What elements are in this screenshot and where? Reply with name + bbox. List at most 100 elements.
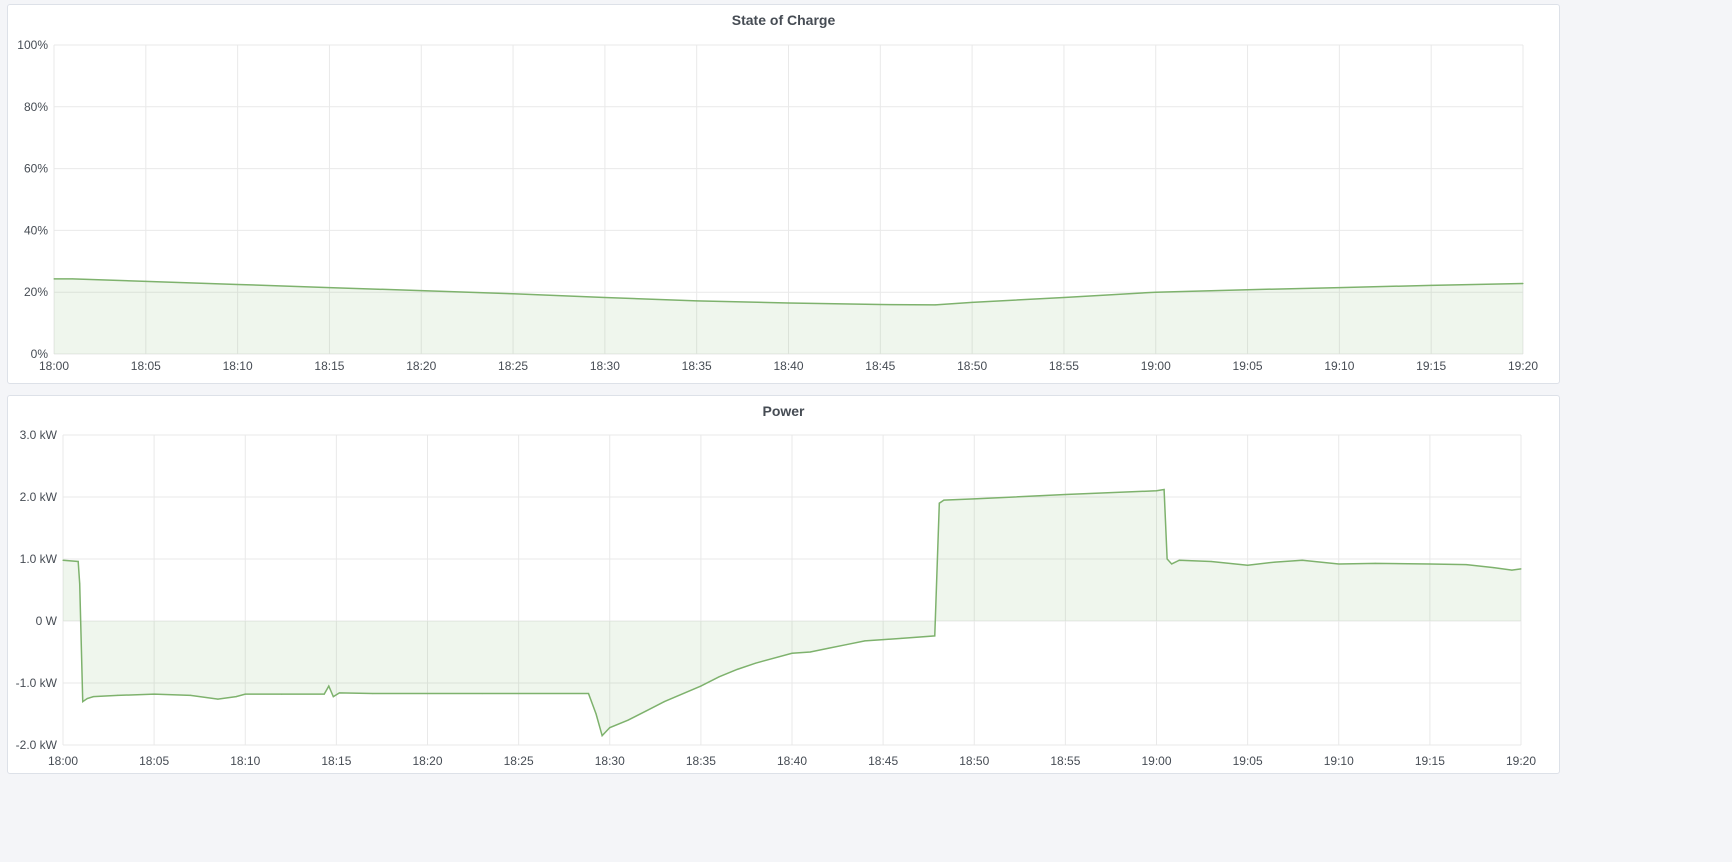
- data-point: [900, 637, 902, 639]
- series-line: [62, 488, 1522, 738]
- data-point: [426, 692, 429, 695]
- data-point: [512, 293, 514, 295]
- y-tick-label: 3.0 kW: [20, 428, 58, 442]
- data-point: [696, 300, 698, 302]
- data-point: [1338, 286, 1340, 289]
- data-point: [77, 560, 79, 563]
- power-panel-title: Power: [762, 403, 805, 419]
- data-point: [754, 662, 757, 664]
- data-point: [1064, 493, 1066, 496]
- x-tick-label: 18:35: [686, 754, 716, 768]
- data-point: [595, 713, 597, 715]
- data-point: [1301, 559, 1303, 561]
- data-point: [1063, 296, 1065, 299]
- x-tick-label: 18:20: [412, 754, 442, 768]
- x-tick-label: 19:10: [1324, 359, 1354, 373]
- x-tick-label: 18:30: [590, 359, 620, 373]
- data-point: [1520, 568, 1522, 570]
- y-tick-label: 20%: [24, 285, 48, 299]
- data-point: [189, 694, 192, 697]
- data-point: [481, 692, 483, 695]
- data-point: [1511, 569, 1513, 571]
- power-panel: Power: [7, 395, 1560, 774]
- data-point: [235, 696, 237, 698]
- data-point: [1429, 563, 1431, 565]
- data-point: [938, 502, 940, 504]
- x-tick-label: 19:00: [1141, 754, 1171, 768]
- data-point: [86, 697, 88, 700]
- x-tick-label: 18:25: [498, 359, 528, 373]
- x-tick-label: 18:40: [777, 754, 807, 768]
- x-tick-label: 18:25: [504, 754, 534, 768]
- data-point: [1338, 563, 1340, 565]
- data-point: [736, 668, 738, 670]
- x-tick-label: 18:40: [773, 359, 803, 373]
- data-point: [627, 719, 629, 721]
- series-area-fill: [54, 278, 1523, 354]
- x-tick-label: 18:50: [959, 754, 989, 768]
- data-point: [864, 640, 866, 642]
- data-point: [1155, 291, 1157, 293]
- data-point: [827, 647, 830, 649]
- x-tick-label: 19:05: [1233, 359, 1263, 373]
- y-tick-label: 40%: [24, 223, 48, 237]
- data-point: [846, 643, 848, 646]
- data-point: [372, 692, 374, 695]
- data-point: [973, 498, 975, 500]
- x-tick-label: 19:05: [1233, 754, 1263, 768]
- data-point: [328, 685, 330, 687]
- data-point: [1166, 558, 1168, 560]
- x-tick-label: 19:20: [1508, 359, 1538, 373]
- y-tick-label: 100%: [17, 38, 48, 52]
- x-tick-label: 18:00: [48, 754, 78, 768]
- x-tick-label: 18:55: [1049, 359, 1079, 373]
- data-point: [809, 651, 811, 653]
- y-tick-label: 1.0 kW: [20, 552, 58, 566]
- x-tick-label: 18:05: [131, 359, 161, 373]
- y-tick-label: 2.0 kW: [20, 490, 58, 504]
- soc-panel: State of Charge: [7, 4, 1560, 384]
- y-tick-label: -1.0 kW: [16, 676, 58, 690]
- data-point: [145, 280, 147, 282]
- data-point: [587, 692, 590, 695]
- data-point: [934, 304, 937, 306]
- data-point: [787, 302, 790, 304]
- data-point: [244, 693, 246, 695]
- data-point: [604, 296, 606, 299]
- data-point: [323, 693, 325, 695]
- y-tick-label: 80%: [24, 100, 48, 114]
- data-point: [1155, 490, 1158, 492]
- data-point: [1210, 560, 1212, 563]
- data-point: [281, 693, 283, 695]
- x-tick-label: 19:20: [1506, 754, 1536, 768]
- x-tick-label: 18:50: [957, 359, 987, 373]
- data-point: [1465, 563, 1467, 566]
- data-point: [420, 290, 422, 292]
- data-point: [53, 278, 55, 280]
- data-point: [663, 701, 666, 703]
- series-area-fill: [63, 489, 1521, 736]
- data-point: [879, 303, 881, 306]
- x-tick-label: 18:55: [1050, 754, 1080, 768]
- data-point: [934, 635, 936, 637]
- data-point: [971, 301, 973, 303]
- data-point: [338, 692, 341, 694]
- data-point: [153, 693, 155, 695]
- data-point: [1493, 567, 1495, 569]
- data-point: [700, 685, 702, 687]
- data-point: [645, 710, 647, 712]
- x-tick-label: 18:35: [682, 359, 712, 373]
- x-tick-label: 18:45: [868, 754, 898, 768]
- x-tick-label: 18:45: [865, 359, 895, 373]
- data-point: [882, 639, 884, 641]
- data-point: [82, 701, 84, 703]
- y-tick-label: 60%: [24, 162, 48, 176]
- data-point: [117, 694, 119, 697]
- data-point: [1178, 559, 1180, 561]
- data-point: [79, 583, 81, 585]
- x-tick-label: 19:10: [1324, 754, 1354, 768]
- x-tick-label: 18:00: [39, 359, 69, 373]
- data-point: [943, 499, 945, 501]
- data-point: [518, 692, 520, 695]
